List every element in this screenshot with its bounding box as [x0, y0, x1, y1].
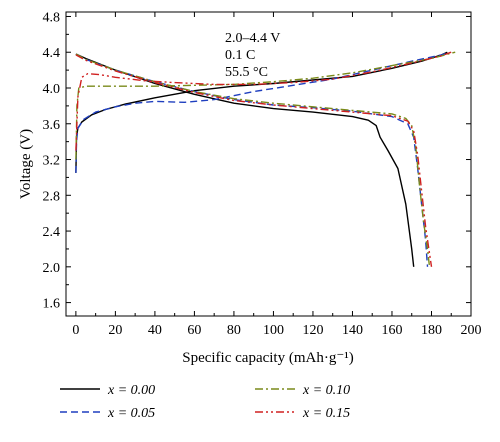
x-tick-label: 20 [108, 323, 122, 338]
y-tick-label: 4.0 [43, 82, 61, 97]
series-line-discharge [75, 54, 433, 267]
y-tick-label: 3.2 [43, 154, 61, 169]
y-tick-label: 2.8 [43, 189, 61, 204]
legend-label: x = 0.15 [302, 406, 350, 421]
legend: x = 0.00 x = 0.10 x = 0.05 x = 0.15 [60, 383, 350, 421]
series-line-discharge [75, 53, 429, 267]
legend-label: x = 0.10 [302, 383, 350, 398]
x-tick-label: 140 [342, 323, 363, 338]
x-tick-label: 40 [148, 323, 162, 338]
y-tick-label: 3.6 [43, 118, 61, 133]
y-tick-label: 1.6 [43, 297, 61, 312]
x-tick-label: 120 [302, 323, 323, 338]
series-3 [75, 51, 452, 267]
series-2 [75, 51, 456, 267]
plot-frame [65, 11, 472, 317]
x-tick-label: 180 [421, 323, 442, 338]
x-tick-label: 160 [381, 323, 402, 338]
y-tick-label: 4.4 [43, 46, 61, 61]
x-tick-label: 0 [72, 323, 79, 338]
annotation-voltage-range: 2.0–4.4 V [225, 31, 280, 46]
series-layer [75, 51, 456, 267]
legend-label: x = 0.05 [107, 406, 155, 421]
y-tick-label: 2.0 [43, 261, 61, 276]
x-tick-label: 200 [461, 323, 482, 338]
x-tick-label: 80 [227, 323, 241, 338]
annotation-rate: 0.1 C [225, 48, 255, 63]
y-tick-label: 4.8 [43, 10, 61, 25]
x-tick-label: 60 [187, 323, 201, 338]
series-line-discharge [75, 53, 431, 267]
y-axis-title: Voltage (V) [18, 129, 34, 199]
y-tick-label: 2.4 [43, 225, 61, 240]
annotation-temperature: 55.5 °C [225, 65, 268, 80]
x-tick-label: 100 [263, 323, 284, 338]
legend-label: x = 0.00 [107, 383, 155, 398]
series-line-charge [75, 51, 456, 160]
x-axis-title: Specific capacity (mAh·g⁻¹) [182, 350, 354, 366]
axis-ticks: 0 20 40 60 80 100 120 140 160 180 200 1.6 2.0 2.4 2.8 3… [43, 10, 482, 338]
